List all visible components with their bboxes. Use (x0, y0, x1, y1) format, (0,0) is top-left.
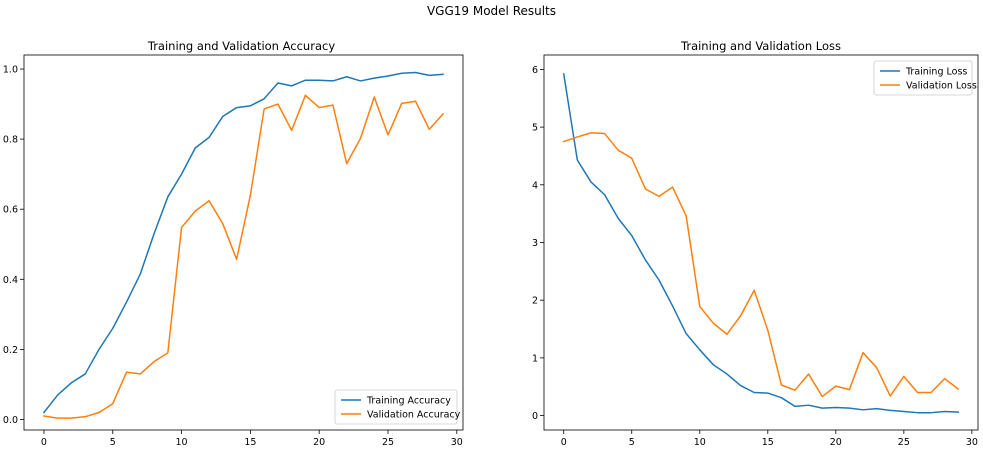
accuracy-plot-title: Training and Validation Accuracy (147, 39, 335, 53)
loss-y-tick-label: 5 (532, 123, 538, 134)
accuracy-x-tick-label: 30 (451, 437, 463, 448)
accuracy-y-tick-label: 0.6 (3, 205, 18, 216)
loss-legend-label: Training Loss (905, 67, 967, 78)
accuracy-y-tick-label: 0.8 (3, 135, 18, 146)
accuracy-x-tick-label: 25 (382, 437, 394, 448)
loss-plot: Training and Validation Loss 0 5 10 15 20 25 3… (532, 39, 979, 448)
loss-y-tick-label: 1 (532, 353, 538, 364)
accuracy-series-validation-line (43, 94, 445, 419)
loss-x-tick-label: 30 (966, 437, 978, 448)
accuracy-series-training-line (42, 71, 444, 414)
accuracy-x-tick-label: 0 (41, 437, 47, 448)
loss-y-tick-label: 6 (532, 65, 538, 76)
loss-x-tick-label: 5 (629, 437, 635, 448)
loss-legend-box (873, 60, 973, 96)
loss-series-training-line (562, 73, 960, 414)
accuracy-x-tick-label: 10 (176, 437, 188, 448)
accuracy-legend-box (334, 389, 458, 425)
loss-x-tick-label: 0 (561, 437, 567, 448)
loss-x-tick-label: 25 (898, 437, 910, 448)
accuracy-x-tick-label: 20 (313, 437, 325, 448)
accuracy-y-tick-label: 1.0 (3, 65, 18, 76)
accuracy-x-tick-label: 5 (110, 437, 116, 448)
loss-y-tick-label: 0 (532, 411, 538, 422)
loss-legend-label: Validation Loss (906, 81, 977, 92)
loss-plot-title: Training and Validation Loss (680, 39, 841, 53)
loss-y-tick-label: 2 (532, 296, 538, 307)
loss-x-tick-label: 20 (830, 437, 842, 448)
loss-x-tick-label: 10 (694, 437, 706, 448)
accuracy-axes-frame (23, 54, 464, 431)
accuracy-legend-label: Validation Accuracy (367, 410, 461, 421)
accuracy-y-tick-label: 0.4 (3, 275, 18, 286)
accuracy-plot: Training and Validation Accuracy 0 5 10 15 2… (3, 39, 464, 448)
loss-y-tick-label: 4 (532, 180, 538, 191)
accuracy-y-tick-label: 0.0 (3, 415, 18, 426)
loss-axes-frame (543, 54, 979, 431)
accuracy-x-tick-label: 15 (244, 437, 256, 448)
loss-series-validation-line (562, 132, 960, 398)
loss-y-tick-label: 3 (532, 238, 538, 249)
loss-legend: Training Loss Validation Loss (873, 60, 977, 96)
figure-suptitle: VGG19 Model Results (427, 4, 556, 18)
loss-x-tick-label: 15 (762, 437, 774, 448)
accuracy-legend: Training Accuracy Validation Accuracy (334, 389, 461, 425)
accuracy-y-tick-label: 0.2 (3, 345, 18, 356)
accuracy-legend-label: Training Accuracy (366, 396, 451, 407)
